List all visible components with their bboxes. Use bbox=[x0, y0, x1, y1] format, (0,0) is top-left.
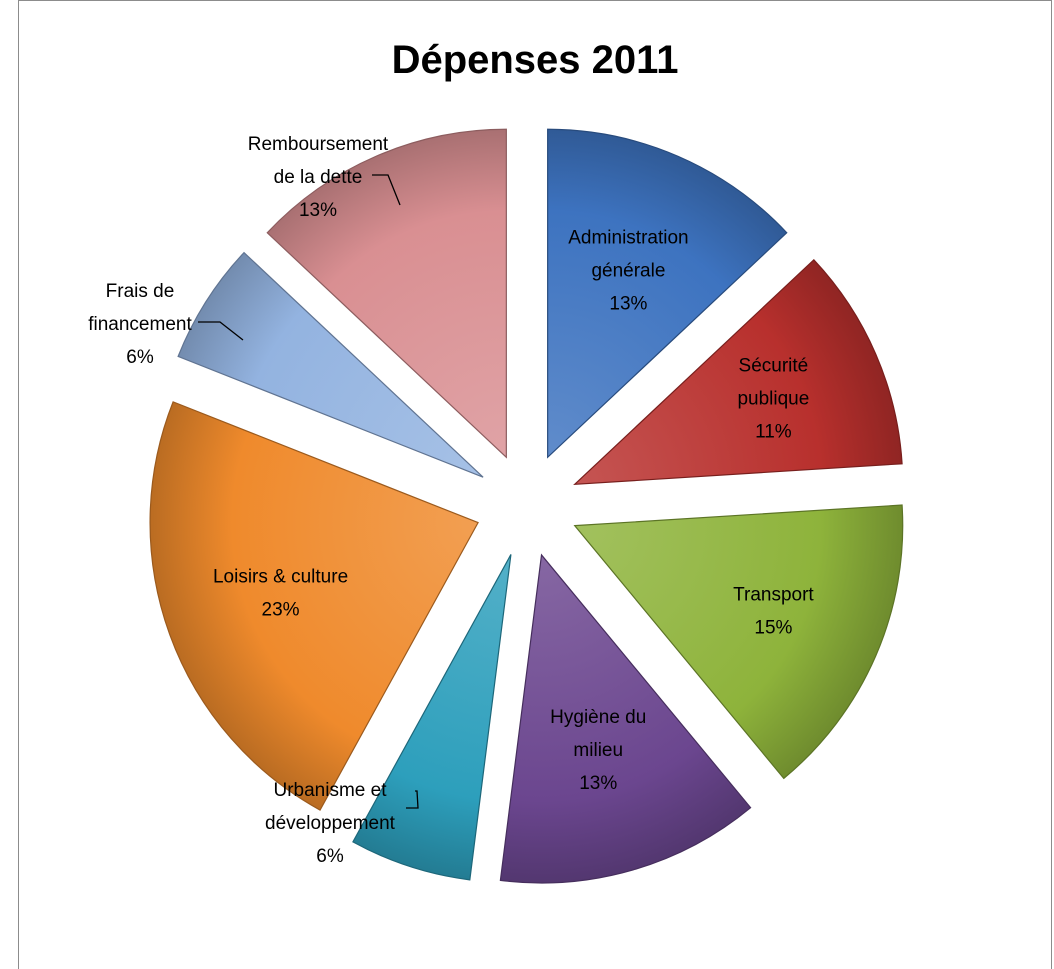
slice-label-0: Administration générale 13% bbox=[568, 228, 688, 315]
slice-label-6: Frais de financement 6% bbox=[88, 281, 192, 368]
slice-label-line-0-1: générale bbox=[591, 261, 665, 282]
pie-slice-7 bbox=[266, 128, 507, 459]
slice-label-line-1-1: publique bbox=[737, 388, 809, 409]
pie-slice-4 bbox=[352, 554, 512, 881]
pie-slice-3 bbox=[499, 553, 752, 884]
slice-label-5: Loisirs & culture 23% bbox=[213, 567, 348, 621]
slice-label-line-4-0: Urbanisme et bbox=[274, 780, 388, 801]
slice-percent-0: 13% bbox=[609, 294, 647, 315]
slice-label-4: Urbanisme et développement 6% bbox=[265, 780, 396, 867]
slice-percent-1: 11% bbox=[755, 421, 792, 442]
slice-label-line-4-1: développement bbox=[265, 813, 396, 834]
slice-percent-7: 13% bbox=[299, 200, 337, 221]
slice-label-line-1-0: Sécurité bbox=[739, 355, 809, 376]
pie-slice-0 bbox=[547, 128, 788, 459]
slice-label-line-6-0: Frais de bbox=[106, 281, 175, 302]
slice-label-3: Hygiène du milieu 13% bbox=[550, 707, 646, 794]
pie-slice-2 bbox=[573, 504, 904, 780]
slice-percent-3: 13% bbox=[579, 773, 617, 794]
slice-label-line-0-0: Administration bbox=[568, 228, 688, 249]
slice-label-line-3-1: milieu bbox=[573, 740, 623, 761]
slice-percent-6: 6% bbox=[126, 347, 154, 368]
pie-slice-5 bbox=[149, 401, 479, 811]
leader-line-4 bbox=[406, 790, 419, 809]
slice-percent-5: 23% bbox=[262, 600, 300, 621]
slice-label-1: Sécurité publique 11% bbox=[737, 355, 809, 442]
slice-label-line-3-0: Hygiène du bbox=[550, 707, 646, 728]
slice-label-2: Transport 15% bbox=[733, 585, 814, 639]
slice-label-line-2-0: Transport bbox=[733, 585, 814, 606]
slice-label-line-6-1: financement bbox=[88, 314, 192, 335]
leader-line-6 bbox=[198, 321, 244, 341]
pie-slice-6 bbox=[177, 251, 484, 478]
leader-line-7 bbox=[372, 174, 401, 206]
slice-label-line-7-1: de la dette bbox=[274, 167, 363, 188]
slice-percent-4: 6% bbox=[316, 846, 344, 867]
slice-label-7: Remboursement de la dette 13% bbox=[248, 134, 389, 221]
slice-label-line-7-0: Remboursement bbox=[248, 134, 389, 155]
chart-title: Dépenses 2011 bbox=[391, 38, 679, 82]
slice-label-line-5-0: Loisirs & culture bbox=[213, 567, 348, 588]
pie-slice-1 bbox=[573, 258, 903, 486]
slice-percent-2: 15% bbox=[754, 618, 792, 639]
